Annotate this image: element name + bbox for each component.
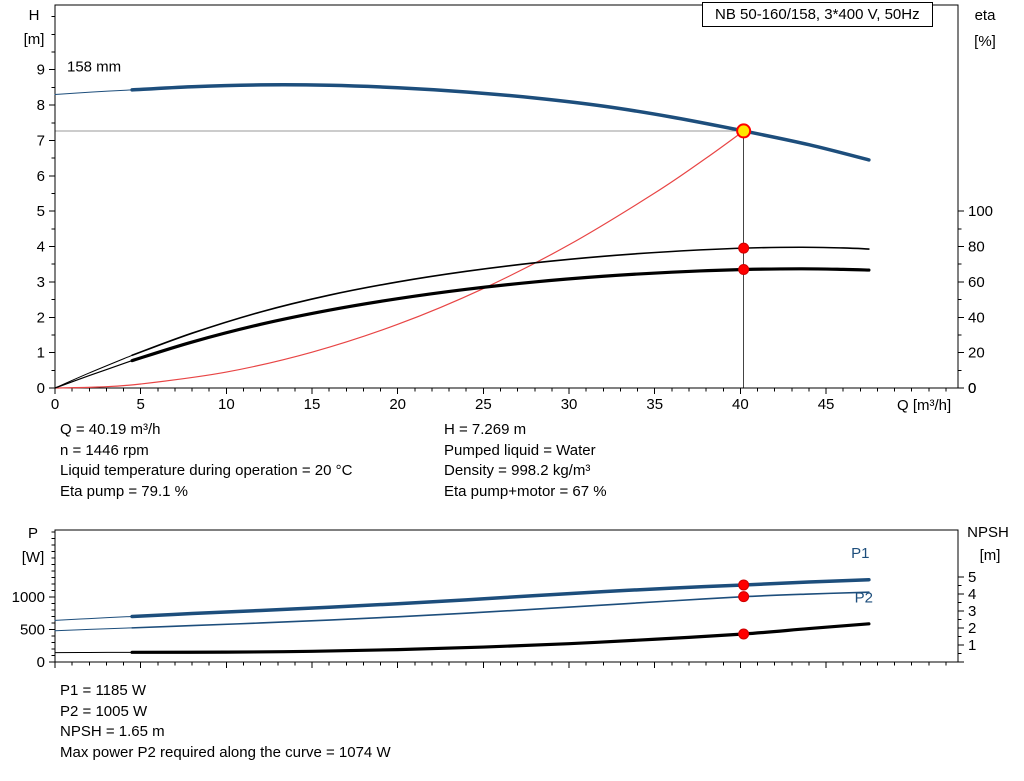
axis-label-eta: eta <box>975 7 997 24</box>
results-block: P1 = 1185 W P2 = 1005 W NPSH = 1.65 m Ma… <box>60 681 391 763</box>
axis-label-m: [m] <box>980 547 1001 564</box>
y-left-tick-label: 7 <box>37 132 45 149</box>
eta-pump-motor-lead <box>54 359 133 389</box>
x-tick-label: 25 <box>475 396 492 413</box>
eta-pump-curve <box>131 246 870 357</box>
axis-label-m: [m] <box>24 31 45 48</box>
axis-label-qmh: Q [m³/h] <box>897 397 951 414</box>
y-left-tick-label: 1 <box>37 345 45 362</box>
y-right-tick-label: 0 <box>968 380 976 397</box>
x-tick-label: 45 <box>818 396 835 413</box>
y-right-tick-label: 0 <box>968 380 976 397</box>
plot-frame <box>54 529 959 663</box>
info-density: Density = 998.2 kg/m³ <box>444 462 591 480</box>
y-left-tick-label: 5 <box>37 203 45 220</box>
info-n: n = 1446 rpm <box>60 441 149 459</box>
y-left-tick-label: 9 <box>37 62 45 79</box>
y-right-tick-label: 5 <box>968 569 976 586</box>
x-tick-label: 20 <box>389 396 406 413</box>
y-right-tick-label: 1 <box>968 637 976 654</box>
y-right-tick-label: 100 <box>968 203 993 220</box>
annotation-p2: P2 <box>855 590 873 607</box>
x-tick-label: 15 <box>304 396 321 413</box>
y-right-tick-label: 80 <box>968 239 985 256</box>
y-right-tick-label: 40 <box>968 309 985 326</box>
result-npsh: NPSH = 1.65 m <box>60 723 165 741</box>
qh-chart: 0 5 10 15 20 25 30 35 40 450123456789002040608010… <box>24 4 997 414</box>
axis-label-h: H <box>29 7 40 24</box>
operating-point-info-left: Q = 40.19 m³/h n = 1446 rpm Liquid tempe… <box>60 420 352 502</box>
info-temp: Liquid temperature during operation = 20… <box>60 462 353 480</box>
y-left-tick-label: 0 <box>37 654 45 671</box>
info-h: H = 7.269 m <box>444 421 527 438</box>
eta-pump-lead <box>54 354 133 389</box>
info-q: Q = 40.19 m³/h <box>60 421 161 438</box>
y-left-tick-label: 6 <box>37 168 45 185</box>
x-tick-label: 40 <box>732 396 749 413</box>
npsh-point <box>738 628 750 640</box>
duty-point <box>736 123 752 139</box>
x-tick-label: 30 <box>561 396 578 413</box>
y-left-tick-label: 500 <box>20 621 45 638</box>
npsh-curve <box>130 622 871 654</box>
y-left-tick-label: 8 <box>37 97 45 114</box>
axis-label-: [%] <box>974 33 996 50</box>
axis-label-w: [W] <box>22 549 45 566</box>
p2-point <box>738 591 750 603</box>
eta-pump-motor-curve <box>130 267 871 363</box>
result-p1: P1 = 1185 W <box>60 682 147 699</box>
y-left-tick-label: 1000 <box>12 589 45 606</box>
y-left-tick-label: 2 <box>37 309 45 326</box>
x-tick-label: 10 <box>218 396 235 413</box>
plot-frame <box>54 4 959 389</box>
y-right-tick-label: 60 <box>968 274 985 291</box>
p1-curve-lead <box>54 615 133 621</box>
head-curve <box>130 83 871 162</box>
curve-title-box: NB 50-160/158, 3*400 V, 50Hz <box>702 2 933 27</box>
info-eta-total: Eta pump+motor = 67 % <box>444 482 607 500</box>
curve-title: NB 50-160/158, 3*400 V, 50Hz <box>715 6 920 23</box>
eta-pump-motor-point <box>738 264 750 276</box>
annotation-158-mm: 158 mm <box>67 58 121 75</box>
y-left-tick-label: 3 <box>37 274 45 291</box>
y-right-tick-label: 3 <box>968 603 976 620</box>
result-p2: P2 = 1005 W <box>60 702 148 720</box>
x-tick-label: 5 <box>137 396 145 413</box>
axis-label-npsh: NPSH <box>967 524 1009 541</box>
info-eta-pump: Eta pump = 79.1 % <box>60 482 188 500</box>
operating-point-info-right: H = 7.269 m Pumped liquid = Water Densit… <box>444 420 607 502</box>
y-right-tick-label: 4 <box>968 586 976 603</box>
info-liquid: Pumped liquid = Water <box>444 441 596 459</box>
annotation-p1: P1 <box>851 545 869 562</box>
x-tick-label: 35 <box>646 396 663 413</box>
y-right-tick-label: 20 <box>968 345 985 362</box>
p2-curve-lead <box>54 627 133 632</box>
system-curve <box>54 130 745 389</box>
y-left-tick-label: 0 <box>37 380 45 397</box>
y-right-tick-label: 2 <box>968 620 976 637</box>
eta-pump-point <box>738 242 750 254</box>
head-curve-lead <box>54 89 133 95</box>
result-max-p2: Max power P2 required along the curve = … <box>60 743 391 761</box>
y-left-tick-label: 4 <box>37 239 45 256</box>
p1-point <box>738 579 750 591</box>
x-tick-label: 0 <box>51 396 59 413</box>
axis-label-p: P <box>28 525 38 542</box>
